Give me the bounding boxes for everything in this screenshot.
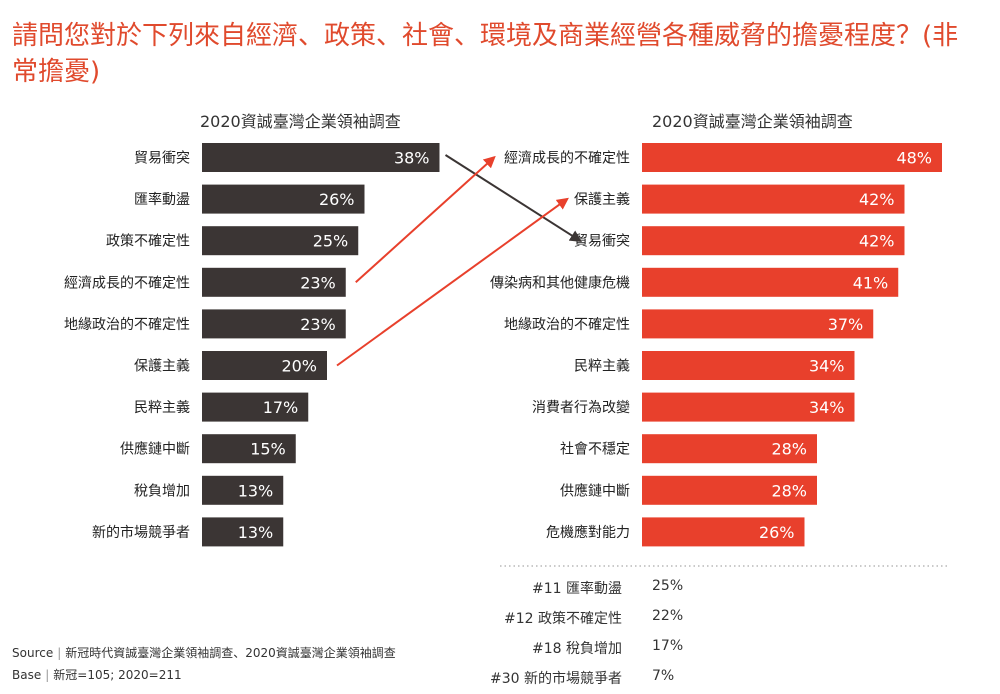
bar	[642, 434, 817, 464]
value-label: 26%	[759, 523, 795, 542]
value-label: 13%	[238, 481, 274, 500]
movement-arrow	[355, 155, 496, 284]
value-label: 28%	[771, 481, 807, 500]
movement-arrow	[444, 154, 583, 242]
ranking-value: 7%	[652, 668, 675, 684]
ranking-row: #30 新的市場競爭者 7%	[480, 668, 780, 688]
category-label: 保護主義	[574, 191, 630, 208]
category-label: 稅負增加	[134, 483, 190, 499]
bar	[642, 351, 855, 380]
bar	[642, 517, 805, 547]
bar	[202, 267, 346, 297]
base-note: Base | 新冠=105; 2020=211	[12, 664, 396, 686]
right-chart-title: 2020資誠臺灣企業領袖調查	[652, 112, 853, 131]
bar	[642, 184, 905, 214]
left-chart-title: 2020資誠臺灣企業領袖調查	[200, 112, 401, 131]
category-label: 地緣政治的不確定性	[64, 317, 190, 333]
bar	[642, 267, 899, 297]
value-label: 34%	[809, 357, 845, 376]
category-label: 社會不穩定	[560, 442, 630, 458]
category-label: 貿易衝突	[134, 151, 190, 167]
value-label: 42%	[859, 190, 895, 209]
value-label: 25%	[313, 232, 349, 251]
ranking-label: #11 匯率動盪	[532, 581, 622, 597]
ranking-row: #12 政策不確定性 22%	[480, 608, 780, 628]
category-label: 保護主義	[134, 358, 190, 375]
value-label: 34%	[809, 398, 845, 417]
ranking-row: #11 匯率動盪 25%	[480, 578, 780, 598]
bar	[202, 309, 346, 339]
category-label: 新的市場競爭者	[92, 524, 190, 541]
value-label: 20%	[281, 357, 317, 376]
value-label: 23%	[300, 273, 336, 292]
category-label: 經濟成長的不確定性	[504, 151, 630, 167]
ranking-label: #30 新的市場競爭者	[490, 671, 622, 687]
source-text: 新冠時代資誠臺灣企業領袖調查、2020資誠臺灣企業領袖調查	[65, 646, 396, 660]
category-label: 民粹主義	[134, 399, 190, 416]
value-label: 26%	[319, 190, 355, 209]
category-label: 貿易衝突	[574, 234, 630, 250]
ranking-value: 25%	[652, 578, 684, 594]
category-label: 供應鏈中斷	[560, 482, 630, 499]
category-label: 政策不確定性	[106, 233, 190, 250]
value-label: 38%	[394, 149, 430, 168]
separator: |	[57, 646, 62, 660]
category-label: 匯率動盪	[134, 191, 190, 208]
base-label: Base	[12, 668, 42, 682]
bar	[642, 392, 855, 422]
source-label: Source	[12, 646, 54, 660]
value-label: 15%	[250, 440, 286, 459]
bar	[642, 475, 817, 505]
bar	[202, 517, 284, 547]
ranking-label: #18 稅負增加	[532, 641, 622, 657]
bar	[202, 226, 359, 256]
page-title: 請問您對於下列來自經濟、政策、社會、環境及商業經營各種威脅的擔憂程度？(非常擔憂…	[12, 21, 959, 87]
ranking-row: #18 稅負增加 17%	[480, 638, 780, 658]
base-text: 新冠=105; 2020=211	[53, 668, 182, 682]
ranking-value: 17%	[652, 638, 684, 654]
value-label: 42%	[859, 232, 895, 251]
bar	[642, 309, 874, 339]
value-label: 48%	[896, 149, 932, 168]
value-label: 13%	[238, 523, 274, 542]
footnotes: Source | 新冠時代資誠臺灣企業領袖調查、2020資誠臺灣企業領袖調查 Bas…	[12, 642, 396, 686]
source-note: Source | 新冠時代資誠臺灣企業領袖調查、2020資誠臺灣企業領袖調查	[12, 642, 396, 664]
bar	[202, 434, 296, 464]
category-label: 傳染病和其他健康危機	[490, 274, 630, 291]
value-label: 28%	[771, 440, 807, 459]
value-label: 37%	[828, 315, 864, 334]
category-label: 供應鏈中斷	[120, 441, 190, 458]
category-label: 民粹主義	[574, 358, 630, 375]
bar	[642, 226, 905, 256]
value-label: 17%	[263, 398, 299, 417]
bar	[642, 143, 942, 172]
category-label: 消費者行為改變	[532, 400, 630, 416]
category-label: 地緣政治的不確定性	[504, 317, 630, 333]
bar	[202, 351, 327, 380]
category-label: 危機應對能力	[546, 524, 630, 541]
value-label: 41%	[853, 273, 889, 292]
category-label: 經濟成長的不確定性	[64, 275, 190, 291]
movement-arrow	[336, 197, 569, 367]
ranking-label: #12 政策不確定性	[504, 611, 622, 627]
bar	[202, 475, 284, 505]
ranking-value: 22%	[652, 608, 684, 624]
bar	[202, 392, 309, 422]
bar	[202, 184, 365, 214]
bar	[202, 143, 440, 172]
value-label: 23%	[300, 315, 336, 334]
separator: |	[45, 668, 50, 682]
